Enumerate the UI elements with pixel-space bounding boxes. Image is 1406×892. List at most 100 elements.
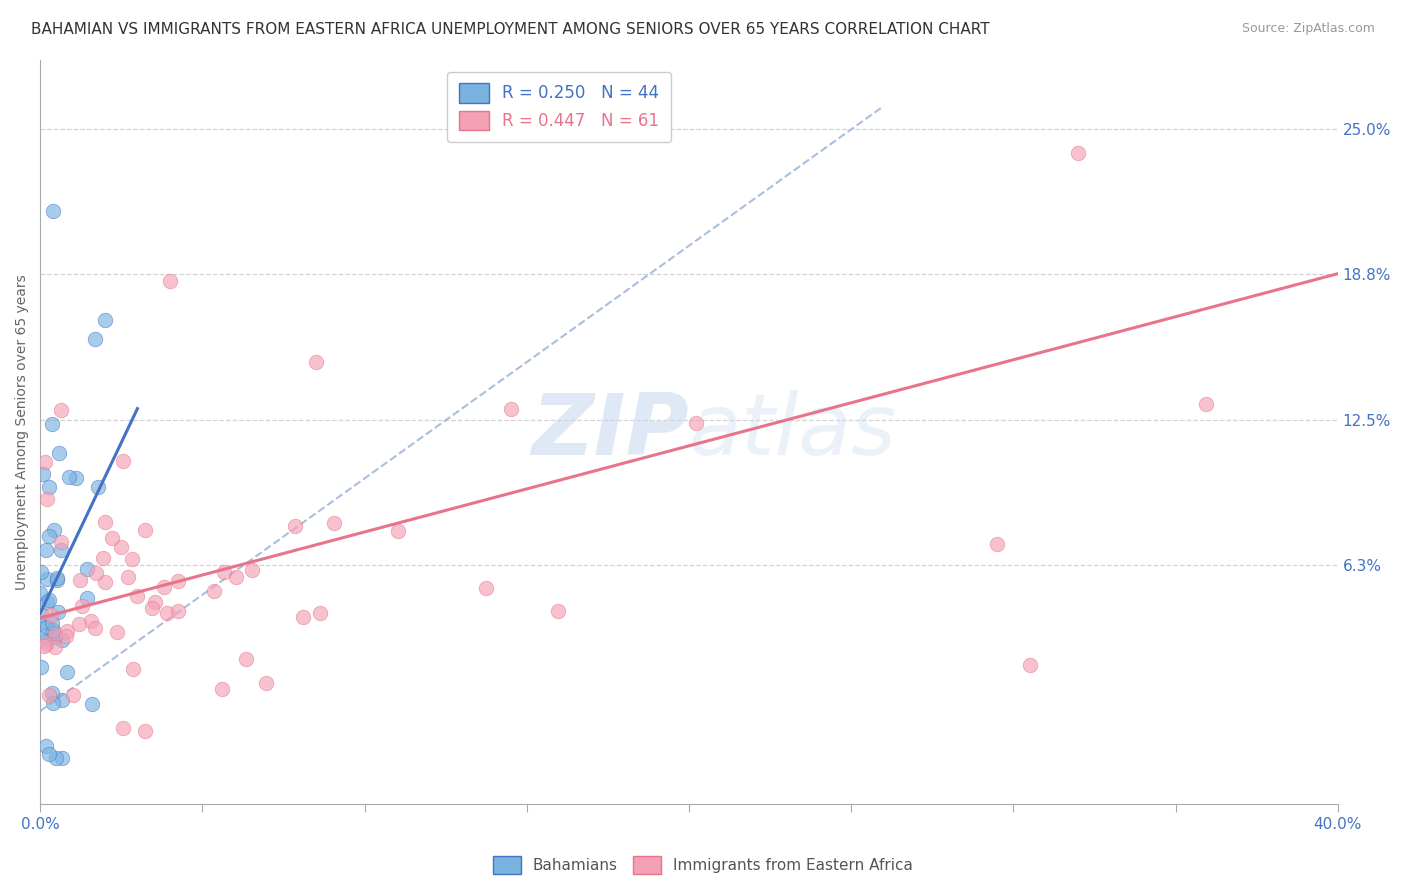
Point	[76, 562, 98, 576]
Point	[83, 621, 105, 635]
Text: ZIP: ZIP	[531, 391, 689, 474]
Point	[34, 615, 56, 629]
Point	[56, 624, 79, 639]
Point	[49, 542, 72, 557]
Point	[65, 471, 87, 485]
Point	[58, 469, 80, 483]
Point	[41, 417, 63, 431]
Point	[254, 676, 277, 690]
Point	[122, 662, 145, 676]
Point	[166, 604, 188, 618]
Text: BAHAMIAN VS IMMIGRANTS FROM EASTERN AFRICA UNEMPLOYMENT AMONG SENIORS OVER 65 YE: BAHAMIAN VS IMMIGRANTS FROM EASTERN AFRI…	[31, 22, 990, 37]
Point	[41, 686, 63, 700]
Point	[44, 640, 66, 655]
Point	[35, 739, 58, 753]
Point	[51, 693, 73, 707]
Point	[134, 724, 156, 739]
Point	[35, 543, 58, 558]
Point	[55, 629, 77, 643]
Point	[38, 747, 60, 761]
Point	[117, 570, 139, 584]
Point	[32, 467, 55, 481]
Point	[152, 580, 174, 594]
Point	[235, 652, 257, 666]
Point	[1067, 145, 1090, 160]
Point	[69, 573, 91, 587]
Point	[94, 515, 117, 529]
Point	[41, 616, 63, 631]
Point	[48, 446, 70, 460]
Point	[474, 581, 496, 595]
Point	[93, 550, 115, 565]
Point	[100, 531, 122, 545]
Point	[46, 574, 69, 588]
Point	[42, 696, 65, 710]
Point	[41, 625, 63, 640]
Y-axis label: Unemployment Among Seniors over 65 years: Unemployment Among Seniors over 65 years	[15, 274, 30, 590]
Point	[105, 625, 128, 640]
Point	[49, 402, 72, 417]
Point	[225, 570, 247, 584]
Point	[84, 332, 107, 346]
Point	[143, 595, 166, 609]
Point	[38, 529, 60, 543]
Point	[34, 637, 56, 651]
Point	[202, 584, 225, 599]
Point	[37, 491, 59, 506]
Point	[44, 626, 66, 640]
Point	[46, 605, 69, 619]
Point	[112, 721, 135, 735]
Point	[1018, 657, 1040, 672]
Point	[212, 566, 235, 580]
Point	[322, 516, 344, 530]
Point	[56, 665, 79, 680]
Point	[134, 523, 156, 537]
Point	[111, 454, 134, 468]
Point	[34, 629, 56, 643]
Point	[37, 595, 59, 609]
Legend: Bahamians, Immigrants from Eastern Africa: Bahamians, Immigrants from Eastern Afric…	[486, 850, 920, 880]
Point	[30, 660, 52, 674]
Point	[82, 697, 104, 711]
Point	[51, 750, 73, 764]
Point	[156, 606, 179, 620]
Point	[387, 524, 409, 538]
Text: atlas: atlas	[689, 391, 897, 474]
Point	[242, 563, 264, 577]
Point	[34, 633, 56, 648]
Point	[284, 518, 307, 533]
Point	[51, 535, 73, 549]
Point	[305, 355, 328, 369]
Point	[72, 599, 94, 614]
Point	[499, 401, 522, 416]
Point	[37, 620, 59, 634]
Point	[121, 551, 143, 566]
Point	[34, 640, 56, 654]
Point	[51, 633, 73, 648]
Point	[76, 591, 98, 605]
Point	[986, 536, 1008, 550]
Text: Source: ZipAtlas.com: Source: ZipAtlas.com	[1241, 22, 1375, 36]
Point	[45, 750, 67, 764]
Point	[30, 586, 52, 600]
Point	[141, 600, 163, 615]
Point	[38, 593, 60, 607]
Point	[1194, 397, 1216, 411]
Point	[87, 480, 110, 494]
Point	[159, 274, 181, 288]
Point	[94, 575, 117, 590]
Point	[42, 623, 65, 637]
Point	[31, 608, 53, 623]
Point	[67, 617, 90, 632]
Point	[39, 608, 62, 623]
Point	[38, 688, 60, 702]
Point	[94, 313, 117, 327]
Point	[38, 480, 60, 494]
Point	[127, 589, 149, 603]
Point	[80, 614, 103, 628]
Point	[685, 416, 707, 430]
Point	[167, 574, 190, 588]
Point	[30, 566, 52, 580]
Point	[37, 572, 59, 586]
Point	[34, 455, 56, 469]
